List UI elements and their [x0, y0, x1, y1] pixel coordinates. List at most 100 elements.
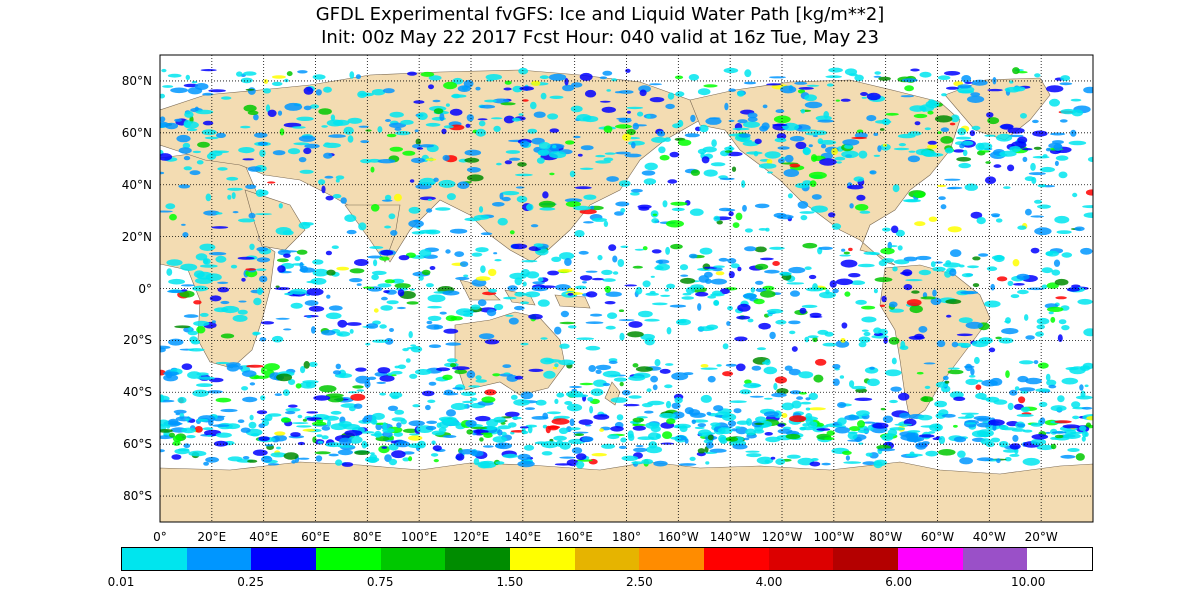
cloud-blob	[971, 79, 988, 86]
cloud-blob	[428, 381, 437, 386]
cloud-blob	[872, 422, 889, 429]
cloud-blob	[1075, 395, 1093, 400]
cloud-blob	[250, 433, 260, 437]
cloud-blob	[996, 133, 1013, 142]
cloud-blob	[253, 132, 268, 138]
cloud-blob	[776, 133, 787, 140]
cloud-blob	[259, 149, 266, 157]
cloud-blob	[652, 213, 658, 216]
cloud-blob	[739, 389, 752, 395]
cloud-blob	[508, 157, 521, 161]
cloud-blob	[297, 441, 305, 446]
cloud-blob	[967, 265, 979, 269]
cloud-blob	[542, 412, 549, 420]
cloud-blob	[643, 178, 657, 185]
cloud-blob	[864, 367, 879, 374]
cloud-blob	[202, 92, 214, 96]
cloud-blob	[669, 304, 687, 308]
cloud-blob	[666, 327, 672, 335]
cloud-blob	[844, 414, 860, 421]
cloud-blob	[706, 441, 714, 449]
cloud-blob	[789, 330, 796, 335]
latitude-label: 80°S	[123, 489, 152, 504]
cloud-blob	[685, 286, 696, 294]
cloud-blob	[1084, 384, 1089, 388]
cloud-blob	[920, 396, 934, 403]
cloud-blob	[700, 367, 718, 370]
cloud-blob	[583, 221, 594, 224]
cloud-blob	[442, 154, 450, 161]
cloud-blob	[728, 211, 734, 217]
cloud-blob	[302, 380, 319, 384]
cloud-blob	[481, 396, 496, 403]
cloud-blob	[356, 283, 362, 286]
cloud-blob	[664, 384, 673, 389]
cloud-blob	[728, 119, 735, 122]
cloud-blob	[484, 99, 497, 103]
cloud-blob	[613, 377, 627, 382]
cloud-blob	[285, 411, 296, 415]
cloud-blob	[475, 375, 482, 380]
longitude-label: 80°E	[352, 530, 382, 544]
cloud-blob	[889, 301, 898, 308]
cloud-blob	[386, 133, 397, 138]
cloud-blob	[897, 245, 903, 251]
water-path-field	[160, 67, 1093, 469]
cloud-blob	[937, 184, 947, 188]
longitude-label: 140°W	[709, 530, 751, 544]
cloud-blob	[335, 363, 341, 370]
cloud-blob	[346, 322, 362, 326]
cloud-blob	[533, 243, 544, 248]
cloud-blob	[887, 428, 898, 437]
cloud-blob	[183, 443, 191, 449]
cloud-blob	[419, 177, 436, 186]
cloud-blob	[1022, 429, 1033, 433]
cloud-blob	[684, 407, 694, 415]
cloud-blob	[780, 85, 797, 94]
cloud-blob	[1082, 205, 1093, 209]
cloud-blob	[362, 286, 375, 289]
cloud-blob	[837, 402, 847, 408]
latitude-label: 60°S	[123, 437, 152, 452]
cloud-blob	[475, 276, 491, 281]
cloud-blob	[909, 105, 926, 112]
cloud-blob	[332, 194, 342, 199]
cloud-blob	[837, 417, 847, 426]
cloud-blob	[324, 175, 334, 179]
cloud-blob	[334, 373, 353, 379]
cloud-blob	[300, 366, 306, 374]
cloud-blob	[808, 171, 827, 180]
cloud-blob	[800, 401, 812, 405]
cloud-blob	[445, 103, 450, 107]
cloud-blob	[205, 456, 220, 463]
cloud-blob	[1056, 230, 1072, 235]
cloud-blob	[346, 229, 357, 235]
cloud-blob	[295, 383, 302, 389]
cloud-blob	[240, 77, 253, 84]
cloud-blob	[578, 250, 589, 255]
cloud-blob	[504, 411, 520, 417]
cloud-blob	[562, 84, 575, 92]
cloud-blob	[549, 95, 564, 100]
cloud-blob	[443, 328, 459, 334]
cloud-blob	[547, 113, 559, 120]
cloud-blob	[410, 344, 417, 347]
cloud-blob	[464, 157, 480, 163]
cloud-blob	[571, 82, 583, 88]
cloud-blob	[658, 146, 666, 154]
cloud-blob	[325, 442, 342, 448]
cloud-blob	[810, 205, 828, 213]
cloud-blob	[1009, 443, 1021, 450]
cloud-blob	[371, 416, 377, 424]
colorbar-swatch	[898, 548, 963, 570]
cloud-blob	[861, 96, 867, 99]
cloud-blob	[170, 87, 189, 94]
cloud-blob	[627, 430, 634, 439]
cloud-blob	[957, 84, 972, 89]
cloud-blob	[690, 412, 706, 418]
cloud-blob	[166, 259, 183, 266]
cloud-blob	[721, 413, 737, 421]
cloud-blob	[861, 329, 869, 332]
cloud-blob	[918, 434, 935, 438]
cloud-blob	[186, 435, 196, 439]
